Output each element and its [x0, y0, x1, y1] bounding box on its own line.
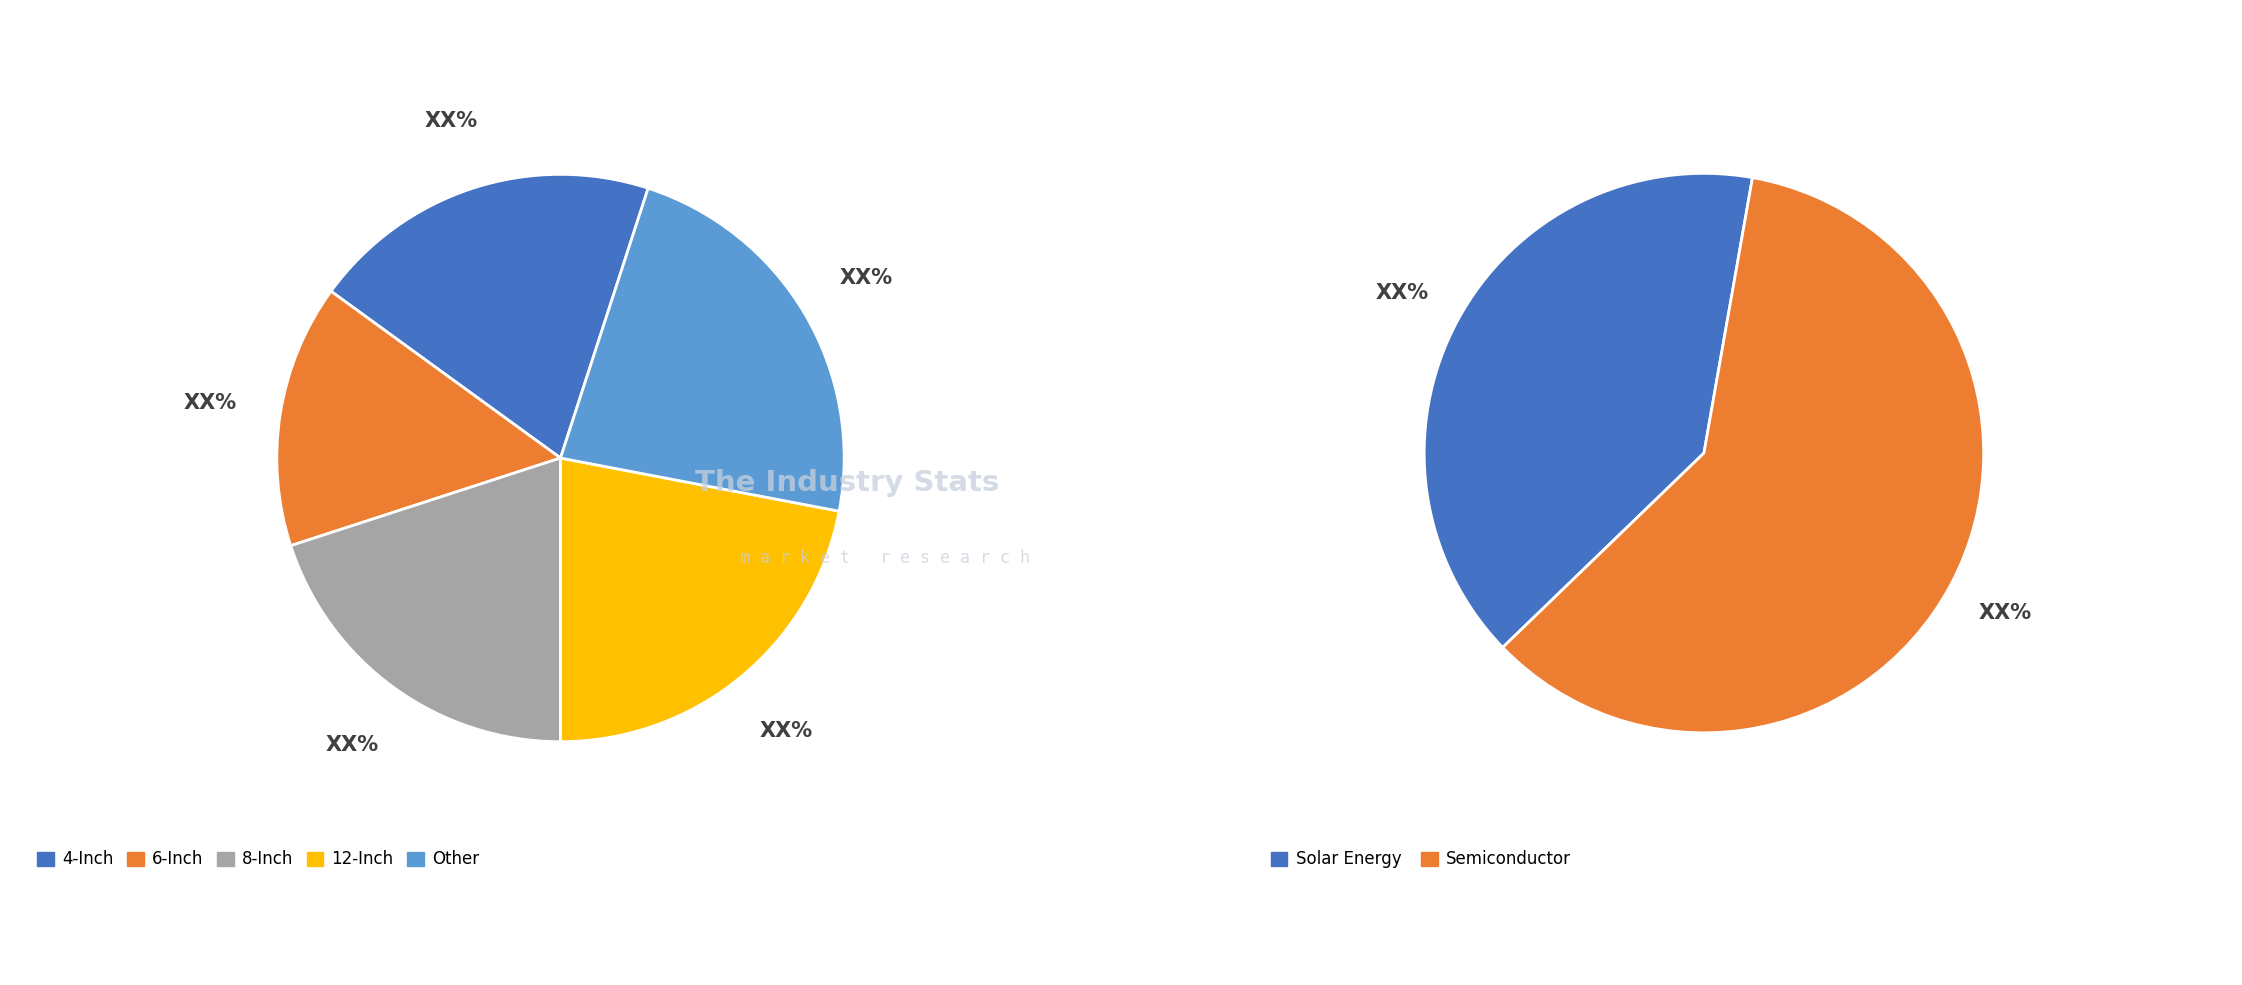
- Wedge shape: [560, 458, 839, 742]
- Wedge shape: [1424, 173, 1753, 647]
- Legend: Solar Energy, Semiconductor: Solar Energy, Semiconductor: [1264, 844, 1578, 875]
- Text: The Industry Stats: The Industry Stats: [695, 469, 1000, 496]
- Text: XX%: XX%: [760, 721, 814, 742]
- Wedge shape: [332, 174, 648, 458]
- Text: XX%: XX%: [1377, 283, 1428, 302]
- Wedge shape: [560, 188, 845, 511]
- Text: XX%: XX%: [184, 393, 238, 413]
- Text: XX%: XX%: [839, 268, 892, 288]
- Text: XX%: XX%: [1980, 604, 2031, 624]
- Wedge shape: [276, 292, 560, 546]
- Text: Fig. Global Monocrystalline Silicon Market Share by Product Types & Application: Fig. Global Monocrystalline Silicon Mark…: [34, 38, 1231, 64]
- Text: Email: sales@theindustrystats.com: Email: sales@theindustrystats.com: [944, 932, 1298, 950]
- Text: XX%: XX%: [424, 110, 478, 131]
- Wedge shape: [291, 458, 560, 742]
- Text: Website: www.theindustrystats.com: Website: www.theindustrystats.com: [1841, 932, 2208, 950]
- Text: XX%: XX%: [325, 735, 379, 755]
- Text: Source: Theindustrystats Analysis: Source: Theindustrystats Analysis: [34, 932, 379, 950]
- Legend: 4-Inch, 6-Inch, 8-Inch, 12-Inch, Other: 4-Inch, 6-Inch, 8-Inch, 12-Inch, Other: [31, 844, 487, 875]
- Wedge shape: [1502, 177, 1984, 733]
- Text: m a r k e t   r e s e a r c h: m a r k e t r e s e a r c h: [740, 550, 1029, 567]
